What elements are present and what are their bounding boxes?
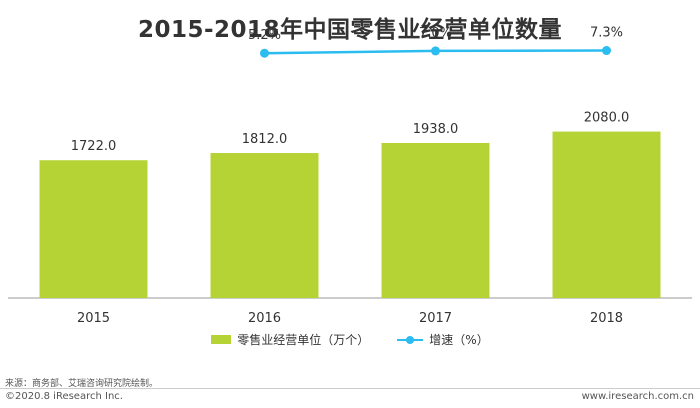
growth-label-2017: 7.0% xyxy=(419,26,452,41)
chart-title: 2015-2018年中国零售业经营单位数量 xyxy=(137,17,563,43)
chart: 1722.0 2015 1812.0 2016 1938.0 2017 2080.0 2018… xyxy=(8,26,692,326)
bar-2018 xyxy=(552,131,661,298)
growth-label-2016: 5.2% xyxy=(248,28,281,43)
growth-point-2017 xyxy=(431,46,440,56)
copyright: ©2020.8 iResearch Inc. xyxy=(5,391,123,402)
bar-label-2018: 2080.0 xyxy=(584,111,630,126)
footer-divider xyxy=(0,388,700,389)
bar-label-2017: 1938.0 xyxy=(413,122,459,137)
growth-point-2016 xyxy=(260,48,269,58)
legend-label-bar: 零售业经营单位（万个） xyxy=(237,333,370,347)
legend-item-bar: 零售业经营单位（万个） xyxy=(211,331,369,348)
x-tick-2016: 2016 xyxy=(248,311,281,326)
x-tick-2015: 2015 xyxy=(77,311,110,326)
legend: 零售业经营单位（万个） 增速（%） xyxy=(0,331,700,348)
bar-label-2016: 1812.0 xyxy=(242,132,288,147)
x-tick-2018: 2018 xyxy=(590,311,623,326)
bar-2016 xyxy=(210,153,319,298)
bar-label-2015: 1722.0 xyxy=(71,139,117,154)
source-note: 来源：商务部、艾瑞咨询研究院绘制。 xyxy=(5,379,159,389)
legend-item-line: 增速（%） xyxy=(397,331,489,348)
growth-point-2018 xyxy=(602,46,611,56)
bar-2015 xyxy=(39,160,148,298)
website: www.iresearch.com.cn xyxy=(581,391,694,402)
legend-label-line: 增速（%） xyxy=(429,333,489,347)
growth-label-2018: 7.3% xyxy=(590,26,623,41)
legend-swatch-line xyxy=(397,334,424,346)
legend-swatch-bar xyxy=(211,335,232,344)
x-tick-2017: 2017 xyxy=(419,311,452,326)
bar-2017 xyxy=(381,142,490,298)
